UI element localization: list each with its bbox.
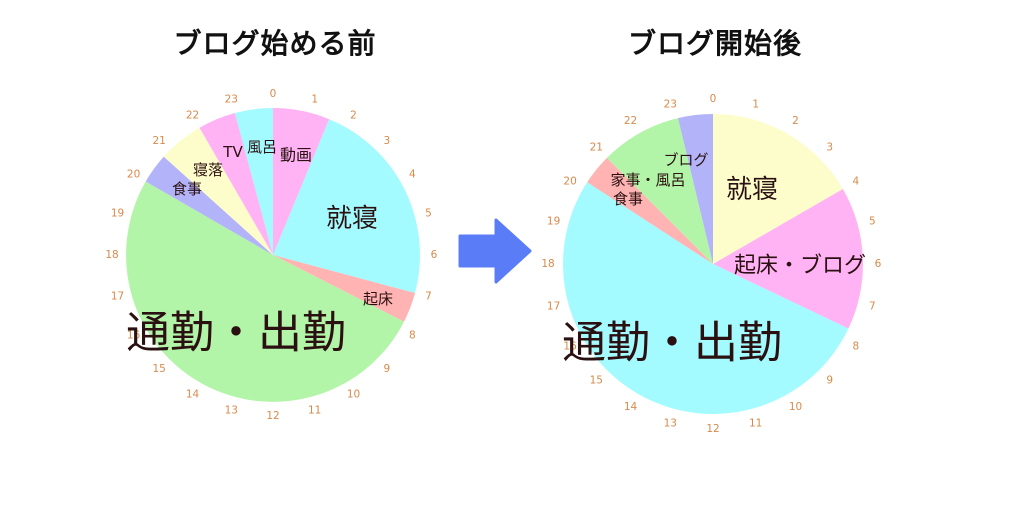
slice-label-before-4: 食事 bbox=[172, 180, 202, 198]
hour-tick-before-6: 6 bbox=[431, 249, 438, 261]
hour-tick-before-17: 17 bbox=[111, 291, 124, 303]
hour-tick-before-1: 1 bbox=[311, 94, 318, 106]
hour-tick-after-17: 17 bbox=[547, 301, 560, 313]
hour-tick-before-22: 22 bbox=[186, 110, 199, 122]
pie-slice-before-2 bbox=[273, 255, 415, 322]
pie-slice-before-1 bbox=[273, 119, 420, 294]
pie-slice-after-3 bbox=[587, 157, 713, 264]
hour-tick-after-11: 11 bbox=[749, 417, 762, 429]
hour-tick-before-12: 12 bbox=[266, 410, 279, 422]
slice-label-before-1: 就寝 bbox=[326, 204, 378, 234]
hour-tick-after-10: 10 bbox=[789, 401, 802, 413]
hour-tick-before-2: 2 bbox=[350, 110, 357, 122]
hour-tick-after-16: 16 bbox=[563, 341, 577, 353]
hour-tick-after-3: 3 bbox=[826, 141, 833, 153]
hour-tick-after-18: 18 bbox=[541, 258, 554, 270]
hour-tick-before-9: 9 bbox=[383, 363, 390, 375]
hour-tick-before-10: 10 bbox=[347, 388, 360, 400]
pie-slice-before-6 bbox=[199, 113, 273, 255]
slice-label-before-6: TV bbox=[222, 143, 243, 161]
slice-label-after-1: 起床・ブログ bbox=[734, 254, 866, 279]
hour-tick-before-0: 0 bbox=[270, 88, 277, 100]
slice-label-after-3: 食事 bbox=[613, 190, 643, 208]
hour-tick-after-2: 2 bbox=[792, 115, 799, 127]
hour-tick-after-1: 1 bbox=[752, 99, 759, 111]
hour-tick-before-15: 15 bbox=[153, 363, 166, 375]
slice-label-before-0: 動画 bbox=[280, 146, 312, 165]
hour-tick-after-13: 13 bbox=[664, 417, 677, 429]
pie-slice-after-1 bbox=[713, 189, 864, 329]
hour-tick-after-20: 20 bbox=[563, 176, 576, 188]
hour-tick-before-21: 21 bbox=[153, 135, 166, 147]
hour-tick-before-5: 5 bbox=[425, 207, 432, 219]
hour-tick-after-21: 21 bbox=[590, 141, 603, 153]
slice-label-before-7: 風呂 bbox=[247, 138, 277, 156]
pie-slice-before-3 bbox=[126, 181, 404, 402]
pie-slice-before-7 bbox=[234, 108, 273, 255]
hour-tick-before-19: 19 bbox=[111, 207, 124, 219]
hour-tick-after-8: 8 bbox=[853, 341, 860, 353]
hour-tick-before-4: 4 bbox=[409, 169, 416, 181]
hour-tick-after-4: 4 bbox=[853, 176, 860, 188]
hour-tick-before-11: 11 bbox=[308, 405, 321, 417]
hour-tick-after-0: 0 bbox=[710, 93, 717, 105]
hour-tick-after-12: 12 bbox=[706, 423, 719, 435]
hour-tick-before-13: 13 bbox=[225, 405, 238, 417]
hour-tick-after-7: 7 bbox=[869, 301, 876, 313]
hour-tick-after-5: 5 bbox=[869, 215, 876, 227]
right-arrow-icon bbox=[458, 218, 532, 284]
hour-tick-after-14: 14 bbox=[624, 401, 638, 413]
hour-tick-before-8: 8 bbox=[409, 330, 416, 342]
pie-slice-before-5 bbox=[163, 127, 273, 255]
hour-tick-before-14: 14 bbox=[186, 388, 200, 400]
chart-title-after: ブログ開始後 bbox=[627, 27, 802, 60]
pie-slice-after-5 bbox=[677, 113, 713, 264]
hour-tick-before-23: 23 bbox=[225, 94, 238, 106]
hour-tick-after-15: 15 bbox=[590, 375, 603, 387]
hour-tick-after-22: 22 bbox=[624, 115, 637, 127]
slice-label-after-4: 家事・風呂 bbox=[610, 171, 685, 189]
pie-slice-after-4 bbox=[606, 118, 713, 264]
chart-title-before: ブログ始める前 bbox=[173, 27, 377, 60]
pie-slice-after-0 bbox=[713, 114, 843, 264]
slice-label-after-2: 通勤・出勤 bbox=[562, 318, 782, 369]
hour-tick-before-16: 16 bbox=[127, 330, 141, 342]
hour-tick-after-9: 9 bbox=[826, 375, 833, 387]
slice-label-before-5: 寝落 bbox=[193, 161, 223, 179]
pie-slice-after-2 bbox=[563, 182, 849, 414]
slice-label-before-3: 通勤・出勤 bbox=[126, 308, 346, 359]
hour-tick-after-6: 6 bbox=[875, 258, 882, 270]
slice-label-after-0: 就寝 bbox=[726, 175, 778, 205]
hour-tick-before-20: 20 bbox=[127, 169, 140, 181]
hour-tick-before-3: 3 bbox=[383, 135, 390, 147]
pie-slice-before-0 bbox=[273, 108, 330, 255]
slice-label-after-5: ブログ bbox=[663, 151, 708, 169]
hour-tick-before-18: 18 bbox=[105, 249, 118, 261]
hour-tick-before-7: 7 bbox=[425, 291, 432, 303]
hour-tick-after-23: 23 bbox=[664, 99, 677, 111]
hour-tick-after-19: 19 bbox=[547, 215, 560, 227]
pie-slice-before-4 bbox=[145, 156, 273, 255]
slice-label-before-2: 起床 bbox=[363, 290, 393, 308]
